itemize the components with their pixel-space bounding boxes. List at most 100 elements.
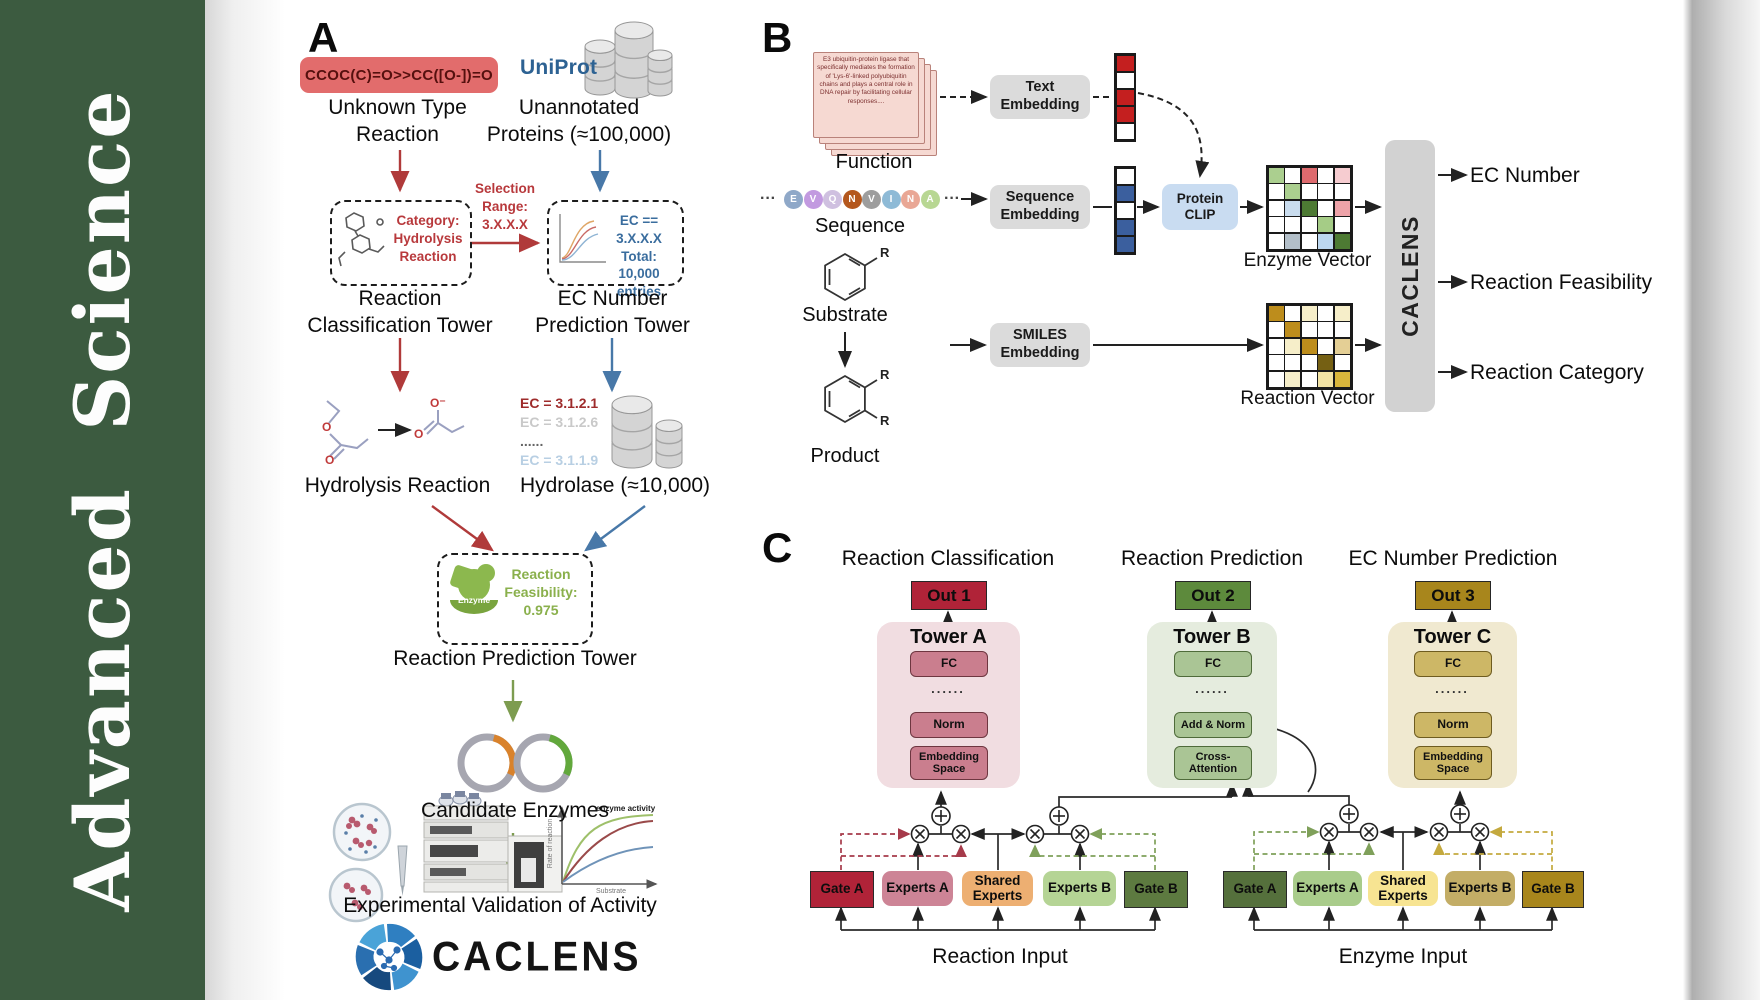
plot-xlabel: Substrate	[596, 888, 626, 895]
matrix-cell	[1334, 167, 1350, 183]
tower-b-dots: ......	[1195, 681, 1229, 696]
matrix-cell	[1268, 167, 1284, 183]
matrix-cell	[1334, 371, 1350, 387]
plasmid-icons	[457, 733, 573, 793]
add-node	[1339, 804, 1359, 824]
candidate-enzymes-label: Candidate Enzymes	[421, 799, 609, 822]
ester-o-label: O	[322, 420, 331, 434]
unannotated-proteins-label: Unannotated Proteins (≈100,000)	[486, 96, 672, 146]
acetate-ominus-label: O⁻	[430, 396, 446, 410]
enzyme-vector-label: Enzyme Vector	[1243, 250, 1372, 271]
panel-a-label: A	[308, 14, 339, 61]
unknown-reaction-label: Unknown Type Reaction	[328, 96, 467, 146]
validation-label: Experimental Validation of Activity	[343, 894, 657, 917]
column-title-ec-prediction: EC Number Prediction	[1348, 547, 1558, 570]
vector-cell	[1116, 106, 1134, 123]
matrix-cell	[1285, 322, 1301, 338]
tower-b-fc: FC	[1174, 651, 1252, 677]
matrix-cell	[1268, 338, 1284, 354]
uniprot-database-icon	[584, 21, 673, 99]
matrix-cell	[1268, 305, 1284, 321]
out3-box: Out 3	[1415, 581, 1491, 610]
enzyme-experts-b: Experts B	[1445, 871, 1515, 906]
multiply-node	[1429, 822, 1449, 842]
reaction-vector-label: Reaction Vector	[1240, 388, 1375, 409]
reaction-gate-a: Gate A	[810, 871, 874, 908]
ester-carbonyl-o-label: O	[325, 453, 334, 467]
matrix-cell	[1334, 200, 1350, 216]
matrix-cell	[1285, 305, 1301, 321]
matrix-cell	[1318, 200, 1334, 216]
residue-circle: V	[862, 190, 881, 209]
vector-cell	[1116, 185, 1134, 202]
multiply-node	[951, 824, 971, 844]
matrix-cell	[1318, 322, 1334, 338]
ec-number-item: EC = 3.1.2.6	[520, 414, 599, 430]
sequence-ellipsis-right: ···	[944, 190, 960, 207]
residue-circle: V	[803, 190, 823, 209]
activity-plot-icon	[557, 806, 658, 889]
residue-circle: A	[920, 190, 940, 209]
multiply-node	[910, 824, 930, 844]
vector-cell	[1116, 123, 1134, 140]
out2-box: Out 2	[1175, 581, 1251, 610]
tower-a-norm: Norm	[910, 712, 988, 738]
residue-circle: N	[901, 190, 920, 209]
enzyme-gate-b: Gate B	[1522, 871, 1584, 908]
caclens-wordmark: CACLENS	[432, 934, 642, 981]
panel-b-label: B	[762, 14, 793, 61]
add-node	[1049, 806, 1069, 826]
hydrolase-label: Hydrolase (≈10,000)	[519, 474, 711, 497]
tower-b-title: Tower B	[1173, 626, 1251, 648]
add-node	[1450, 804, 1470, 824]
multiply-node	[1319, 822, 1339, 842]
function-card-text: E3 ubiquitin-protein ligase that specifi…	[817, 56, 915, 105]
function-card: E3 ubiquitin-protein ligase that specifi…	[813, 52, 919, 138]
caclens-model-label: CACLENS	[1396, 215, 1423, 337]
matrix-cell	[1334, 217, 1350, 233]
vector-cell	[1116, 219, 1134, 236]
matrix-cell	[1334, 305, 1350, 321]
tower-c-norm: Norm	[1414, 712, 1492, 738]
classification-dashed-box	[330, 200, 472, 286]
enzyme-vector-matrix	[1266, 165, 1353, 252]
product-label: Product	[810, 445, 880, 467]
matrix-cell	[1318, 184, 1334, 200]
tower-a: Tower A FC ...... Norm Embedding Space	[877, 622, 1020, 788]
output-reaction-category: Reaction Category	[1470, 361, 1644, 384]
matrix-cell	[1334, 322, 1350, 338]
hydrolase-database-icon	[611, 395, 683, 469]
matrix-cell	[1301, 322, 1317, 338]
reaction-gate-b: Gate B	[1124, 871, 1188, 908]
panel-c-label: C	[762, 524, 793, 571]
ester-molecule-icon	[326, 400, 369, 460]
prediction-tower-label: Reaction Prediction Tower	[393, 647, 637, 670]
matrix-cell	[1285, 200, 1301, 216]
function-label: Function	[835, 151, 913, 173]
sequence-ellipsis-left: ···	[760, 190, 776, 207]
matrix-cell	[1318, 371, 1334, 387]
plot-title: enzyme activity	[596, 804, 656, 813]
reaction-experts-a: Experts A	[882, 871, 953, 906]
matrix-cell	[1285, 167, 1301, 183]
enzyme-badge: Enzyme	[457, 595, 491, 605]
reaction-vector-matrix	[1266, 303, 1353, 390]
enzyme-input-label: Enzyme Input	[1338, 945, 1468, 968]
ec-number-item: ......	[520, 433, 544, 449]
matrix-cell	[1285, 338, 1301, 354]
matrix-cell	[1318, 233, 1334, 249]
substrate-r-label: R	[880, 245, 890, 260]
matrix-cell	[1318, 305, 1334, 321]
reaction-smiles-box: CCOC(C)=O>>CC([O-])=O	[300, 57, 498, 93]
sample-dishes-icon	[328, 802, 408, 923]
matrix-cell	[1285, 371, 1301, 387]
residue-circle: Q	[823, 190, 842, 209]
product-r1-label: R	[880, 367, 890, 382]
mini-curves-icon	[559, 214, 606, 263]
text-embedding-vector	[1114, 53, 1137, 143]
hydrolysis-label: Hydrolysis Reaction	[304, 474, 491, 497]
enzyme-blob-icon	[450, 564, 498, 614]
matrix-cell	[1268, 217, 1284, 233]
tower-c-fc: FC	[1414, 651, 1492, 677]
